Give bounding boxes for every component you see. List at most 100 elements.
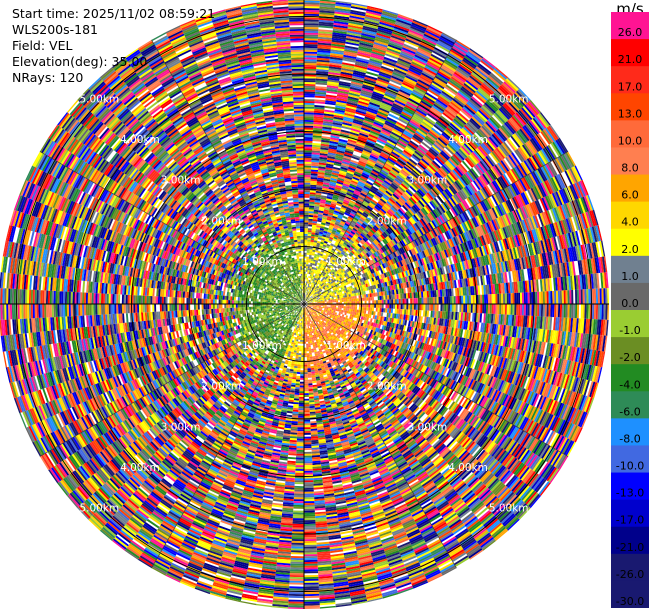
range-gate [304,40,318,43]
range-gate [339,298,342,301]
range-gate [525,304,528,316]
range-gate [349,306,352,309]
range-gate [309,197,316,201]
range-gate [306,289,308,292]
range-gate [335,2,352,6]
range-gate [355,167,364,173]
range-gate [304,296,306,299]
range-gate [374,118,385,124]
range-gate [348,94,360,99]
range-gate [320,239,325,243]
range-gate [335,105,346,110]
range-gate [396,61,410,69]
range-gate [304,118,314,121]
range-gate [307,291,309,294]
range-gate [332,166,341,171]
range-gate [377,74,391,81]
range-gate [499,293,502,304]
range-gate [345,39,360,45]
range-gate [371,94,383,101]
range-gate [306,296,308,299]
range-gate [461,295,464,304]
range-gate [324,305,327,307]
range-gate [304,165,312,168]
range-gate [365,142,375,148]
range-gate [314,93,326,97]
range-gate [349,88,361,94]
range-gate [332,30,347,35]
range-gate [412,298,415,304]
range-gate [315,267,318,271]
range-gate [387,295,390,300]
range-gate [307,233,312,237]
range-gate [338,211,345,216]
range-gate [309,282,311,285]
range-gate [364,307,367,311]
range-gate [321,191,328,195]
range-gate [559,304,563,318]
range-gate [315,80,328,84]
range-gate [311,165,319,169]
range-gate [351,4,368,9]
range-gate [323,182,330,186]
range-gate [390,36,405,44]
range-gate [349,86,362,92]
range-gate [339,305,342,308]
range-gate [336,94,349,98]
range-gate [333,114,344,119]
range-gate [329,58,343,63]
range-gate [330,175,338,180]
range-gate [370,296,373,301]
range-gate [561,290,564,304]
range-gate [314,273,318,277]
range-gate [387,44,402,51]
range-gate [340,129,351,134]
range-gate [345,299,348,302]
range-gate [323,121,333,125]
range-gate [310,184,317,187]
range-gate [554,290,557,304]
range-gate [362,297,365,301]
range-gate [311,156,320,159]
range-gate [506,304,509,315]
range-gate [310,276,313,279]
range-gate [402,304,405,310]
range-gate [304,82,316,85]
range-gate [316,63,330,67]
range-gate [304,190,310,193]
range-gate [310,178,318,182]
range-gate [312,135,322,138]
range-gate [335,307,338,310]
range-gate [389,304,392,309]
range-gate [485,304,489,314]
range-gate [365,10,382,17]
range-gate [315,229,320,232]
range-gate [304,230,308,232]
range-gate [411,292,414,299]
range-gate [343,118,354,123]
range-gate [309,270,312,273]
range-gate [304,63,317,66]
range-gate [314,275,317,278]
range-gate [307,243,311,246]
range-gate [304,239,308,242]
range-gate [307,241,311,244]
range-gate [352,72,366,77]
range-gate [423,304,426,311]
range-gate [306,293,308,295]
range-gate [362,25,378,31]
range-gate [338,138,348,143]
range-gate [404,309,407,315]
range-gate [342,183,350,188]
range-gate [337,215,343,220]
range-gate [304,6,320,9]
range-gate [312,137,322,140]
range-gate [371,51,385,57]
range-gate [360,127,371,133]
range-gate [514,304,517,316]
range-gate [512,293,515,304]
range-gate [385,89,398,96]
range-gate [333,118,344,123]
range-gate [495,304,498,315]
range-gate [320,195,327,199]
